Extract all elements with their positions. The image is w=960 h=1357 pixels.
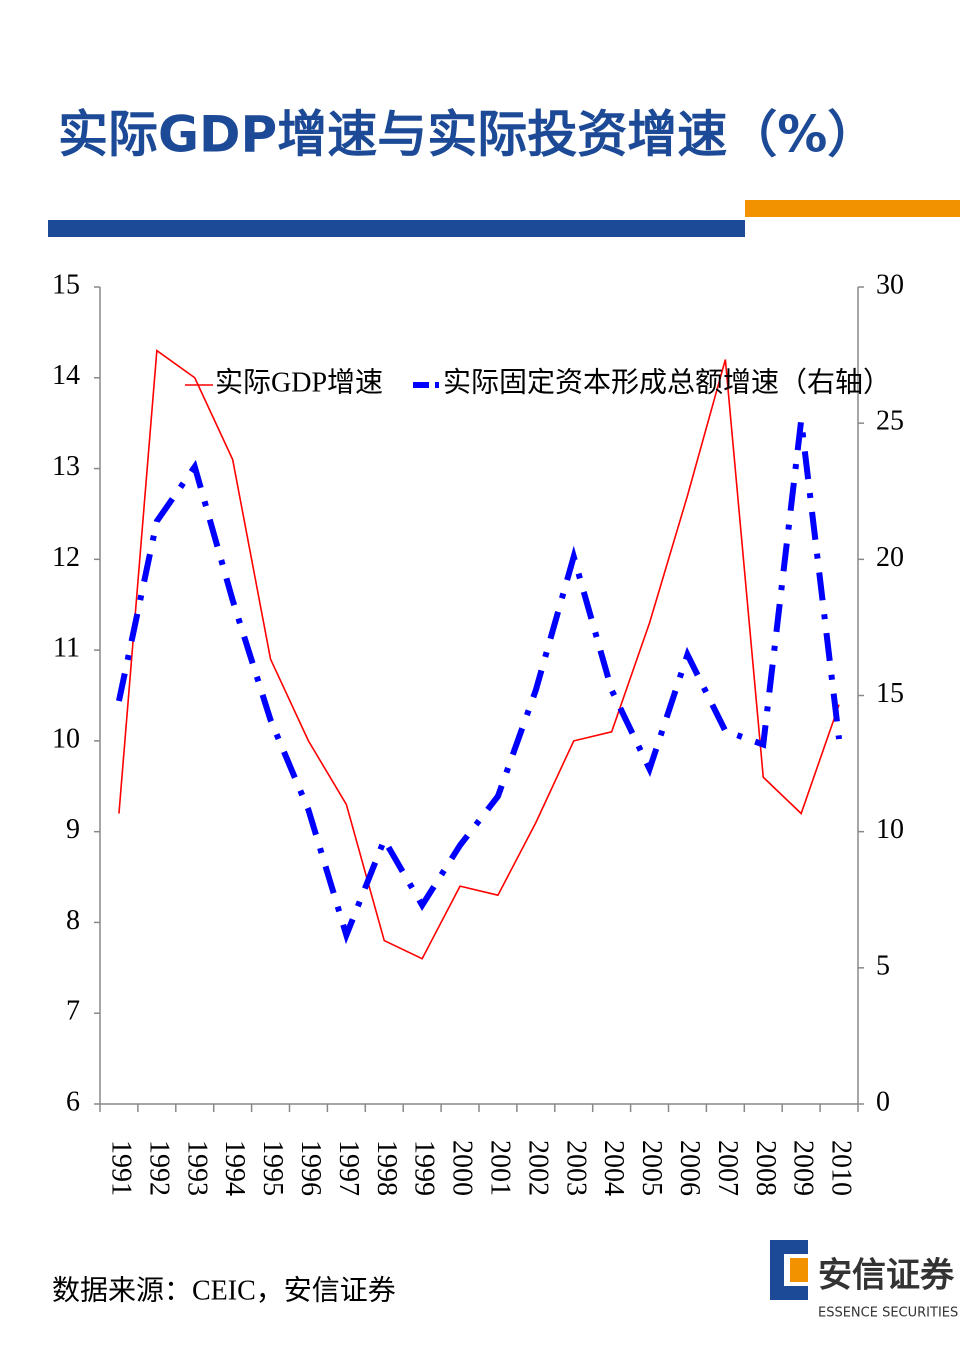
logo-icon (790, 1258, 808, 1282)
y-tick-label: 14 (52, 360, 80, 391)
y-tick-label: 7 (66, 996, 80, 1027)
x-tick-label: 1992 (143, 1140, 174, 1196)
logo-icon (770, 1240, 808, 1300)
y-tick-label: 13 (52, 451, 80, 482)
title-bar (48, 220, 745, 237)
x-tick-label: 2002 (522, 1140, 553, 1196)
x-tick-label: 2008 (750, 1140, 781, 1196)
x-tick-label: 2007 (712, 1140, 743, 1196)
y2-tick-label: 10 (876, 814, 904, 845)
x-tick-label: 1996 (295, 1140, 326, 1196)
series-line (118, 349, 840, 960)
y2-tick-label: 15 (876, 678, 904, 709)
x-tick-label: 2000 (447, 1140, 478, 1196)
x-tick-label: 2010 (826, 1140, 857, 1196)
x-tick-label: 2009 (788, 1140, 819, 1196)
y-tick-label: 10 (52, 723, 80, 754)
y-tick-label: 9 (66, 814, 80, 845)
y2-tick-label: 30 (876, 269, 904, 300)
x-tick-label: 1997 (333, 1140, 364, 1196)
legend-label: 实际GDP增速 (215, 366, 383, 398)
series-line (116, 420, 843, 945)
x-tick-label: 1995 (257, 1140, 288, 1196)
x-tick-label: 2003 (560, 1140, 591, 1196)
chart-title: 实际GDP增速与实际投资增速（%） (58, 106, 877, 164)
source: 数据来源：CEIC，安信证券 (52, 1274, 396, 1306)
legend-label: 实际固定资本形成总额增速（右轴） (443, 366, 891, 398)
logo: 安信证券 ESSENCE SECURITIES (770, 1240, 958, 1321)
logo-name: 安信证券 (818, 1256, 955, 1296)
y2-tick-label: 0 (876, 1086, 890, 1117)
logo-subtitle: ESSENCE SECURITIES (818, 1306, 958, 1321)
x-tick-label: 1991 (106, 1140, 137, 1196)
y2-tick-label: 20 (876, 542, 904, 573)
y2-tick-label: 25 (876, 406, 904, 437)
y2-tick-label: 5 (876, 950, 890, 981)
y-tick-label: 8 (66, 905, 80, 936)
accent-bar (745, 200, 960, 217)
x-tick-label: 1998 (371, 1140, 402, 1196)
x-tick-label: 2004 (598, 1140, 629, 1196)
x-tick-label: 1999 (409, 1140, 440, 1196)
y-tick-label: 11 (53, 633, 80, 664)
x-tick-label: 2005 (636, 1140, 667, 1196)
x-tick-label: 1994 (219, 1140, 250, 1196)
y-tick-label: 6 (66, 1086, 80, 1117)
x-tick-label: 1993 (181, 1140, 212, 1196)
x-tick-label: 2006 (674, 1140, 705, 1196)
y-tick-label: 12 (52, 542, 80, 573)
x-tick-label: 2001 (485, 1140, 516, 1196)
y-tick-label: 15 (52, 269, 80, 300)
